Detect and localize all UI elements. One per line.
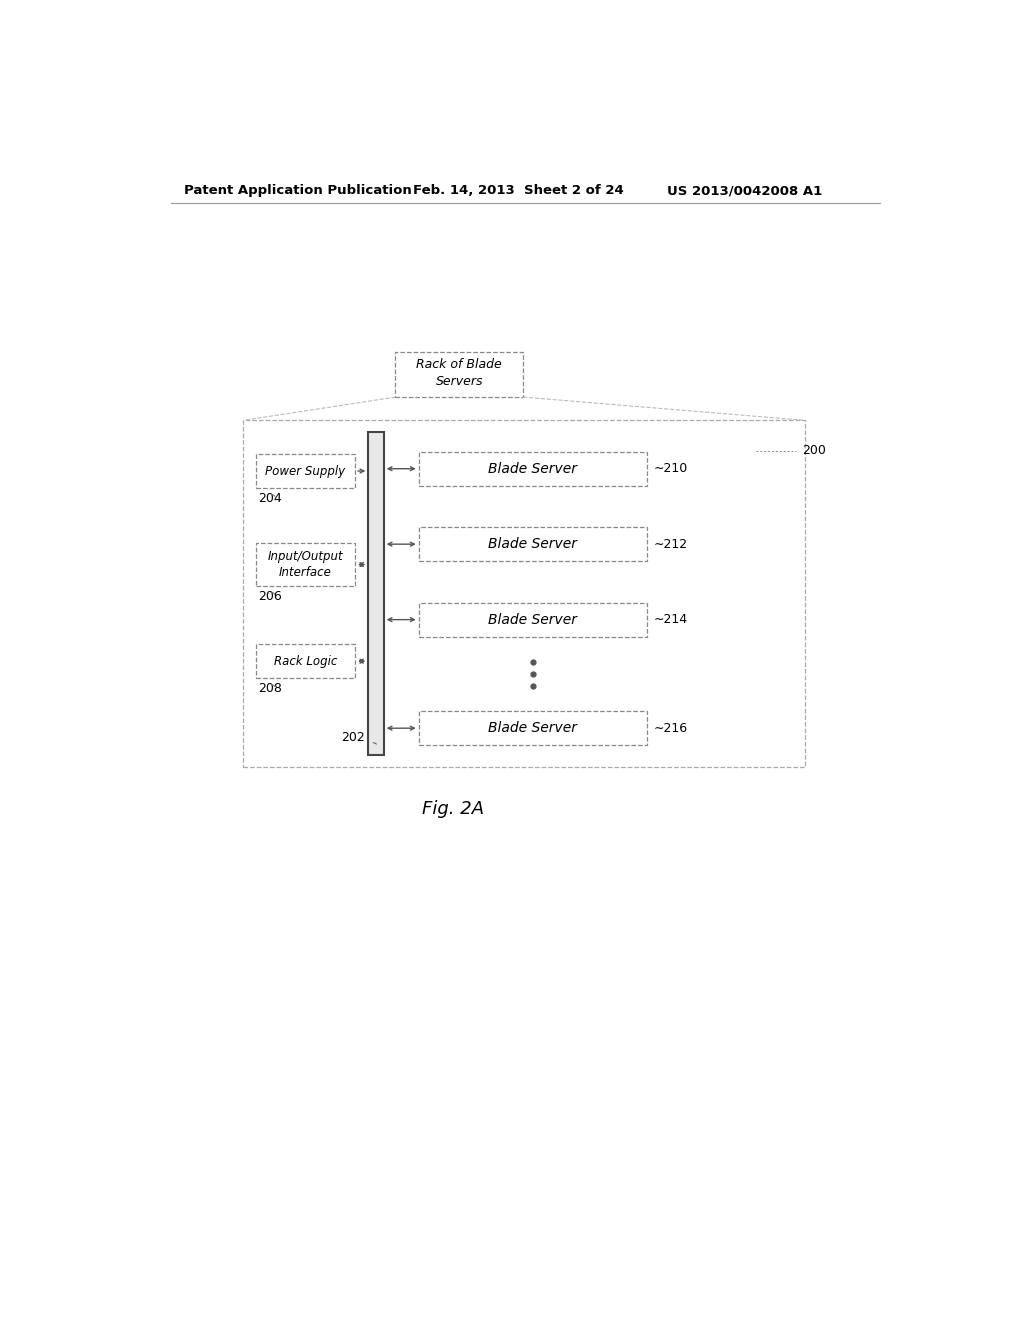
- Text: Blade Server: Blade Server: [488, 612, 578, 627]
- Bar: [369, 432, 384, 755]
- Text: 208: 208: [258, 682, 282, 696]
- Bar: [243, 420, 805, 767]
- Text: Patent Application Publication: Patent Application Publication: [183, 185, 412, 197]
- Text: Blade Server: Blade Server: [488, 537, 578, 552]
- Text: Power Supply: Power Supply: [265, 465, 345, 478]
- Text: ∼216: ∼216: [653, 722, 687, 735]
- Bar: [256, 644, 355, 678]
- Bar: [419, 603, 647, 636]
- FancyArrowPatch shape: [714, 454, 755, 487]
- Text: Feb. 14, 2013  Sheet 2 of 24: Feb. 14, 2013 Sheet 2 of 24: [414, 185, 624, 197]
- Text: 204: 204: [258, 492, 282, 504]
- Bar: [419, 527, 647, 561]
- Text: Rack of Blade
Servers: Rack of Blade Servers: [417, 358, 502, 388]
- Text: 200: 200: [802, 445, 826, 458]
- Bar: [395, 352, 523, 397]
- Text: 206: 206: [258, 590, 282, 603]
- Text: US 2013/0042008 A1: US 2013/0042008 A1: [667, 185, 822, 197]
- Text: Fig. 2A: Fig. 2A: [423, 800, 484, 818]
- Text: 202: 202: [341, 731, 365, 744]
- Text: ∼212: ∼212: [653, 537, 687, 550]
- Text: Rack Logic: Rack Logic: [273, 655, 337, 668]
- Bar: [419, 451, 647, 486]
- Text: Blade Server: Blade Server: [488, 462, 578, 475]
- Text: ∼214: ∼214: [653, 612, 687, 626]
- Text: Input/Output
Interface: Input/Output Interface: [267, 550, 343, 579]
- Bar: [256, 454, 355, 488]
- Bar: [419, 711, 647, 744]
- Text: ∼210: ∼210: [653, 462, 688, 475]
- Text: Blade Server: Blade Server: [488, 721, 578, 735]
- Bar: [256, 544, 355, 586]
